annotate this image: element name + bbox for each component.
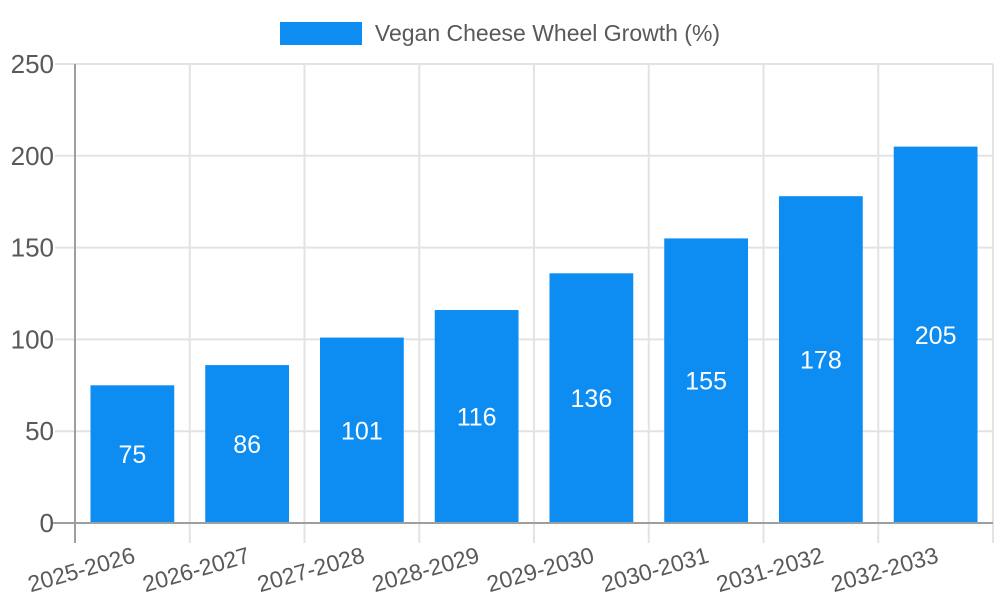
x-tick-label: 2030-2031 — [599, 542, 712, 597]
bar — [90, 385, 175, 523]
bar — [778, 196, 863, 523]
y-tick-label: 200 — [11, 141, 54, 171]
x-tick-label: 2029-2030 — [484, 542, 597, 597]
y-tick-label: 100 — [11, 324, 54, 354]
x-tick-label: 2025-2026 — [25, 542, 138, 597]
bar-value-label: 136 — [571, 385, 613, 413]
x-tick-label: 2026-2027 — [140, 542, 253, 597]
bar — [549, 273, 634, 523]
x-tick-label: 2028-2029 — [369, 542, 482, 597]
bar-value-label: 178 — [800, 347, 842, 375]
bar-value-label: 75 — [118, 441, 146, 469]
bar-value-label: 155 — [685, 368, 727, 396]
bar-value-label: 86 — [233, 431, 261, 459]
bar — [664, 238, 749, 524]
bar-value-label: 205 — [915, 322, 957, 350]
x-tick-label: 2032-2033 — [828, 542, 941, 597]
bar — [205, 365, 290, 523]
bar — [434, 310, 519, 523]
bar-value-label: 116 — [457, 404, 497, 432]
bar — [319, 337, 404, 523]
y-tick-label: 250 — [11, 49, 54, 79]
y-tick-label: 0 — [40, 508, 54, 538]
x-tick-label: 2027-2028 — [254, 542, 367, 597]
legend-series-label: Vegan Cheese Wheel Growth (%) — [374, 19, 721, 46]
y-tick-label: 50 — [25, 416, 54, 446]
y-tick-label: 150 — [11, 233, 54, 263]
bar-value-label: 101 — [341, 417, 383, 445]
x-tick-label: 2031-2032 — [713, 542, 826, 597]
chart-legend: Vegan Cheese Wheel Growth (%) — [0, 20, 1000, 46]
legend-swatch — [279, 21, 362, 45]
bar — [893, 146, 978, 523]
